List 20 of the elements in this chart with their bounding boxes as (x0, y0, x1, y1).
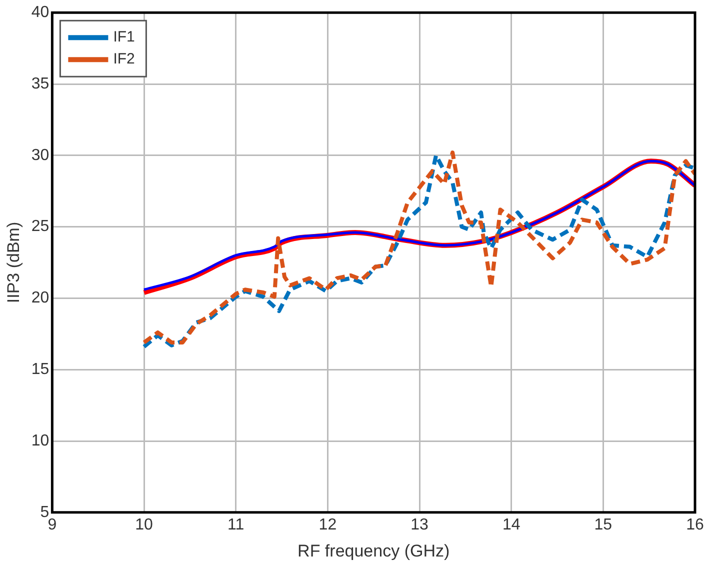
x-tick-label: 15 (594, 516, 612, 534)
y-tick-label: 5 (40, 504, 50, 521)
x-tick-label: 14 (502, 516, 520, 534)
y-tick-label: 35 (31, 75, 50, 92)
legend-label: IF1 (113, 28, 135, 46)
y-tick-label: 40 (31, 4, 50, 22)
legend-label: IF2 (113, 50, 135, 68)
x-tick-label: 16 (686, 516, 704, 534)
x-tick-label: 13 (410, 516, 429, 534)
y-axis-title: IIP3 (dBm) (4, 222, 23, 304)
y-tick-label: 15 (31, 361, 50, 378)
x-tick-label: 9 (48, 516, 57, 534)
y-tick-label: 30 (31, 146, 50, 164)
y-tick-label: 25 (31, 218, 50, 236)
y-tick-label: 10 (31, 432, 50, 450)
x-axis-title: RF frequency (GHz) (298, 541, 450, 560)
y-tick-label: 20 (31, 290, 50, 307)
x-tick-label: 11 (228, 516, 244, 534)
x-tick-label: 12 (318, 516, 337, 534)
x-tick-label: 10 (135, 516, 154, 534)
